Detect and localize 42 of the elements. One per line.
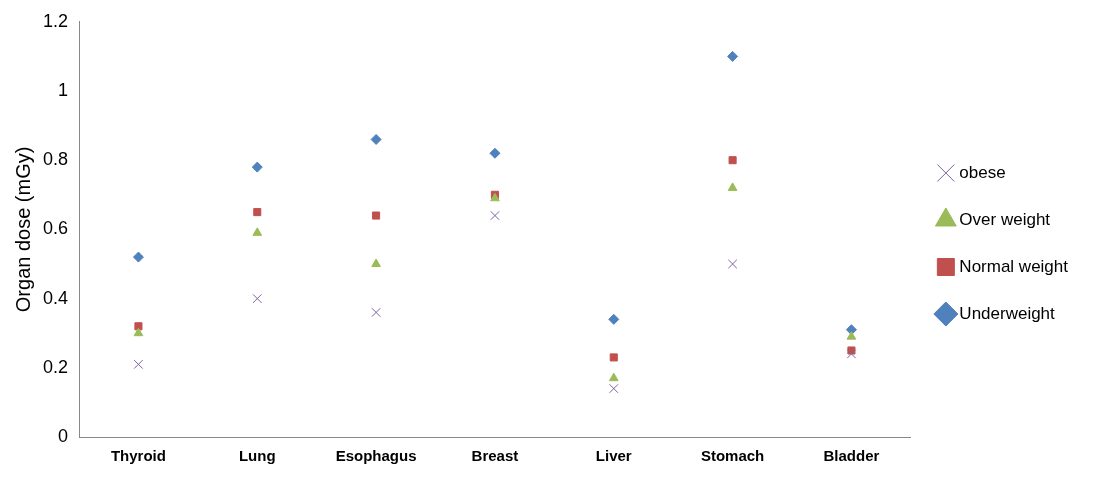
point: [609, 383, 619, 394]
point: [253, 208, 262, 217]
y-tick-label: 0.4: [42, 287, 69, 308]
point: [252, 227, 263, 236]
point: [372, 211, 381, 220]
point: [252, 293, 263, 304]
point: [608, 372, 619, 382]
point: [133, 359, 144, 370]
point: [489, 147, 501, 159]
point: [490, 210, 500, 221]
point: [727, 182, 738, 191]
y-tick-label: 0: [58, 425, 69, 446]
y-tick-label: 0.2: [42, 356, 69, 377]
legend-label: Normal weight: [959, 256, 1069, 276]
x-tick-label: Bladder: [823, 447, 880, 465]
point: [132, 251, 144, 263]
y-tick-label: 0.8: [42, 149, 69, 170]
point: [609, 353, 618, 362]
point: [846, 349, 857, 359]
point: [728, 156, 737, 165]
legend-label: obese: [959, 162, 1006, 182]
x-tick-label: Thyroid: [110, 447, 166, 465]
point: [251, 161, 263, 173]
x-tick-label: Breast: [471, 447, 519, 465]
x-tick-label: Liver: [595, 447, 632, 465]
point: [846, 331, 857, 340]
point: [608, 313, 620, 325]
legend-label: Over weight: [959, 209, 1051, 229]
x-tick-label: Lung: [238, 447, 276, 465]
y-tick-label: 1.2: [42, 10, 69, 31]
y-tick-label: 0.6: [42, 218, 69, 239]
legend-label: Underweight: [959, 303, 1056, 323]
point: [133, 327, 144, 337]
point: [371, 307, 381, 318]
y-tick-label: 1: [58, 79, 69, 100]
x-tick-label: Stomach: [700, 447, 765, 465]
point: [371, 258, 381, 267]
x-tick-label: Esophagus: [335, 447, 417, 465]
point: [370, 133, 382, 145]
point: [727, 259, 738, 269]
point: [727, 50, 739, 62]
y-axis-title: Organ dose (mGy): [11, 146, 34, 313]
